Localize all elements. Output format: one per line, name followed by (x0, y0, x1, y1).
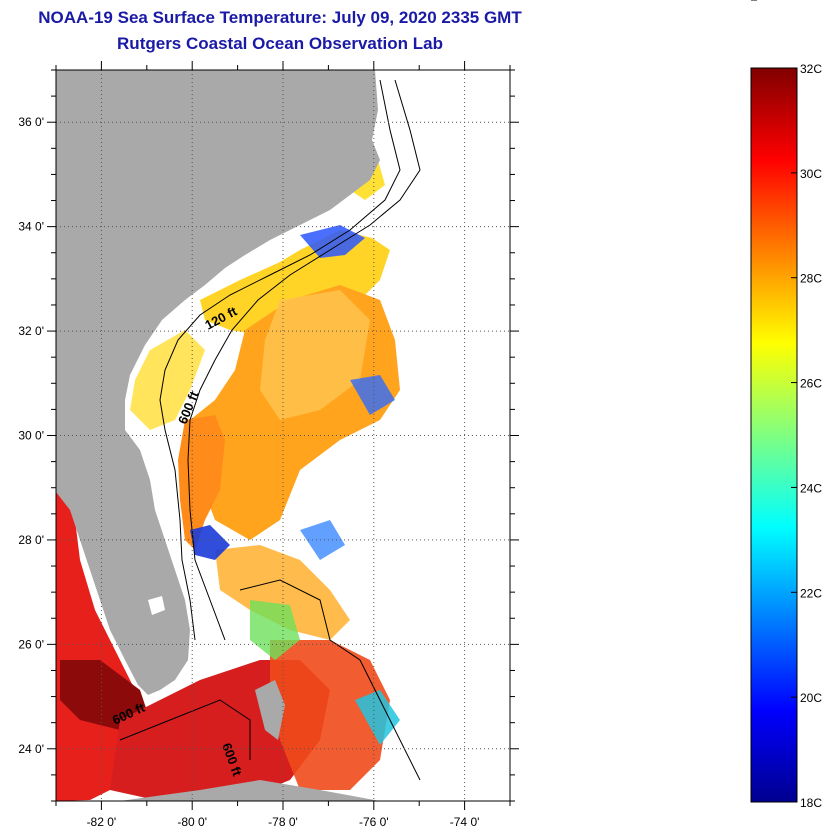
colorbar-label-fahrenheit: 76F (726, 0, 747, 3)
colorbar-label-celsius: 26C (800, 377, 822, 391)
colorbar-label-celsius: 24C (800, 481, 822, 495)
y-tick-label: 24 0' (18, 742, 44, 756)
map-title: NOAA-19 Sea Surface Temperature: July 09… (38, 8, 522, 27)
colorbar-label-celsius: 28C (800, 272, 822, 286)
contour-600ft (187, 79, 421, 641)
colorbar-label-celsius: 20C (800, 691, 822, 705)
y-tick-label: 28 0' (18, 533, 44, 547)
colorbar-label-celsius: 30C (800, 167, 822, 181)
sst-patch-cool-4 (300, 520, 345, 560)
temperature-colorbar: 32C 30C 28C 26C 24C 22C 20C 18C 88F85F82F79F76F7… (726, 0, 822, 810)
map-panel: 120 ft 600 ft 600 ft 600 ft -82 0' -80 0'… (18, 61, 519, 829)
sst-patch-green-1 (250, 600, 300, 660)
colorbar-label-celsius: 32C (800, 62, 822, 76)
y-tick-label: 34 0' (18, 220, 44, 234)
colorbar-label-fahrenheit: 79F (726, 0, 747, 3)
sst-patch-georgia-shelf (130, 330, 205, 430)
sst-patch-gulf-dark (60, 660, 150, 730)
contour-keys (119, 699, 251, 760)
x-tick-label: -82 0' (87, 815, 117, 829)
x-tick-label: -74 0' (450, 815, 480, 829)
colorbar-label-fahrenheit: 64F (726, 0, 747, 3)
y-tick-label: 30 0' (18, 429, 44, 443)
bathymetry-contours (119, 79, 421, 781)
x-tick-label: -76 0' (359, 815, 389, 829)
colorbar-label-celsius: 22C (800, 586, 822, 600)
colorbar-label-fahrenheit: 88F (726, 0, 747, 3)
colorbar-labels: 32C 30C 28C 26C 24C 22C 20C 18C 88F85F82F79F76F7… (726, 0, 822, 810)
colorbar-label-fahrenheit: 67F (726, 0, 747, 3)
x-tick-label: -78 0' (268, 815, 298, 829)
land-andros (255, 680, 285, 740)
sst-patch-bahamas (270, 640, 390, 790)
colorbar-label-fahrenheit: 73F (726, 0, 747, 3)
land-lake-okeechobee (148, 596, 165, 615)
y-tick-label: 26 0' (18, 637, 44, 651)
colorbar-label-fahrenheit: 85F (726, 0, 747, 3)
colorbar-label-celsius: 18C (800, 796, 822, 810)
sst-patch-cool-3 (350, 375, 395, 415)
sst-data-layer (56, 150, 400, 801)
map-subtitle: Rutgers Coastal Ocean Observation Lab (117, 34, 443, 53)
sst-patch-bahamas-north (215, 545, 350, 640)
contour-120ft (159, 79, 401, 641)
sst-patch-cool-5 (355, 690, 400, 745)
sst-patch-offshore-light (260, 290, 370, 420)
contour-bahamas (239, 579, 421, 781)
colorbar-gradient (750, 67, 798, 803)
sst-patch-cool-2 (190, 525, 230, 560)
land-cuba (120, 780, 380, 801)
sst-patch-florida-east (178, 415, 225, 550)
y-tick-label: 36 0' (18, 115, 44, 129)
y-tick-label: 32 0' (18, 324, 44, 338)
map-ticks: -82 0' -80 0' -78 0' -76 0' -74 0' 36 0' 34 0'… (18, 61, 519, 829)
colorbar-label-fahrenheit: 70F (726, 0, 747, 3)
x-tick-label: -80 0' (177, 815, 207, 829)
colorbar-label-fahrenheit: 82F (726, 0, 747, 3)
